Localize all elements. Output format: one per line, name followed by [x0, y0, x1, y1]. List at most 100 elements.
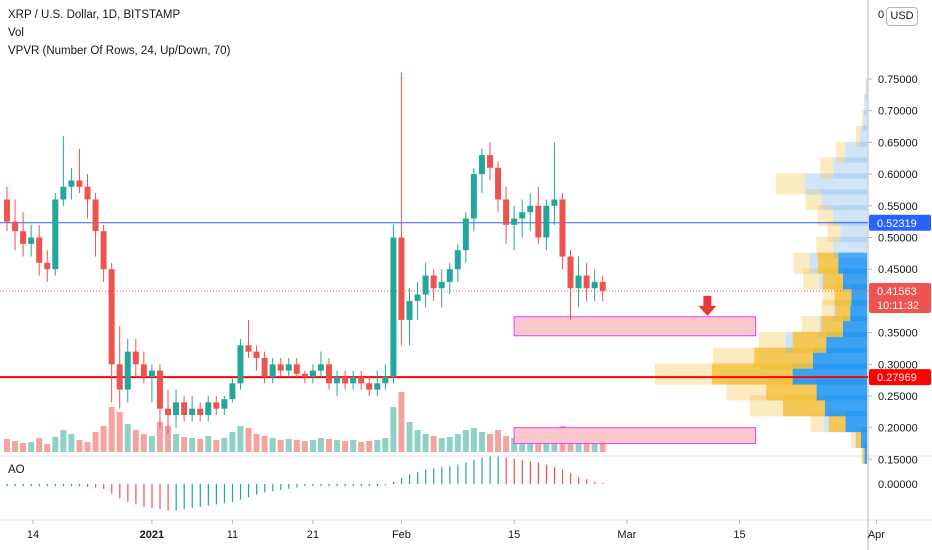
- axes: 0.75000 0.70000 0.65000 0.60000 0.55000 0.500…: [27, 9, 918, 541]
- volume-bar: [285, 439, 292, 452]
- time-tick-label: Feb: [392, 529, 411, 541]
- ao-bar: [481, 457, 483, 484]
- candle-body: [84, 186, 91, 200]
- ao-bar: [183, 484, 185, 510]
- volume-bar: [181, 437, 188, 452]
- horizontal-lines[interactable]: [0, 222, 868, 379]
- vpvr-row-down: [822, 268, 843, 290]
- price-tick-label: 0.25000: [878, 391, 918, 403]
- ao-bar: [215, 484, 217, 505]
- candle-body: [261, 357, 268, 377]
- ao-bar: [54, 484, 56, 487]
- candle-body: [495, 167, 502, 200]
- candle-body: [535, 205, 542, 238]
- ao-bar: [135, 484, 137, 505]
- candle-body: [245, 345, 252, 352]
- vpvr-row-bg-down: [821, 300, 834, 322]
- candle-body: [446, 269, 453, 282]
- candle-body: [583, 275, 590, 289]
- candle-body: [173, 402, 180, 416]
- vpvr-row-down: [862, 442, 865, 464]
- candle-body: [28, 237, 35, 244]
- ao-bar: [207, 484, 209, 506]
- candle-body: [229, 383, 236, 400]
- volume-bar: [60, 430, 67, 452]
- volume-bar: [511, 438, 518, 452]
- volume-bar: [213, 440, 220, 452]
- candle-body: [36, 237, 43, 263]
- volume-bar: [116, 412, 123, 452]
- price-tick-label: 0.20000: [878, 423, 918, 435]
- candle-body: [422, 275, 429, 295]
- candle-body: [12, 221, 19, 232]
- ao-bar: [489, 456, 491, 484]
- vpvr-row-bg: [833, 205, 867, 227]
- ao-bar: [400, 478, 403, 484]
- vpvr-row-bg-down: [805, 189, 822, 211]
- candle-body: [108, 269, 115, 365]
- price-tick-label: 0.55000: [878, 201, 918, 213]
- time-tick-label: Mar: [617, 529, 636, 541]
- vol-indicator-label[interactable]: Vol: [8, 27, 24, 39]
- vpvr-row-bg-down: [712, 347, 759, 369]
- vpvr-row-bg-down: [817, 205, 834, 227]
- price-tick-label: 0.75000: [878, 74, 918, 86]
- candle-body: [398, 237, 405, 320]
- candle-body: [374, 383, 381, 390]
- price-label-bg-last: [869, 282, 931, 313]
- ao-bar: [368, 484, 370, 487]
- ao-bar: [6, 484, 8, 487]
- volume-bar: [446, 437, 453, 452]
- volume-bar: [4, 439, 10, 452]
- price-label-last: 0.41563: [877, 286, 917, 298]
- vpvr-indicator-label[interactable]: VPVR (Number Of Rows, 24, Up/Down, 70): [8, 45, 231, 57]
- candle-body: [44, 262, 51, 270]
- candle-body: [221, 399, 228, 409]
- volume-bar: [36, 438, 43, 452]
- ao-bar: [272, 484, 274, 492]
- ao-bar: [392, 481, 395, 484]
- volume-bars: [4, 392, 606, 452]
- volume-bar: [229, 432, 236, 452]
- vpvr-row-bg-down: [827, 220, 841, 242]
- volume-bar: [269, 438, 276, 452]
- ao-indicator-label[interactable]: AO: [8, 464, 25, 476]
- candle-body: [140, 364, 147, 377]
- candle-body: [301, 373, 308, 377]
- volume-bar: [487, 434, 493, 452]
- symbol-title[interactable]: XRP / U.S. Dollar, 1D, BITSTAMP: [8, 9, 181, 21]
- candle-body: [285, 364, 292, 371]
- volume-bar: [470, 428, 477, 452]
- vpvr-row-bg: [865, 78, 867, 100]
- vpvr-row-bg-down: [820, 157, 834, 179]
- ao-bar: [497, 456, 499, 484]
- vpvr-row-up: [845, 411, 867, 433]
- volume-bar: [398, 392, 405, 452]
- ao-bar: [288, 484, 290, 489]
- candle-body: [503, 199, 510, 225]
- zones: [513, 295, 757, 445]
- candle-body: [414, 294, 421, 301]
- candle-body: [269, 364, 276, 377]
- volume-bar: [205, 436, 212, 452]
- ao-bar: [264, 484, 266, 493]
- vpvr-row-bg: [833, 157, 867, 179]
- ao-bar: [545, 464, 548, 484]
- ao-bar: [248, 484, 250, 498]
- ao-bar: [586, 479, 588, 484]
- ao-bar: [473, 460, 475, 484]
- ao-bar: [312, 484, 314, 487]
- vpvr-row-bg: [833, 236, 867, 258]
- ao-bar: [296, 484, 298, 488]
- currency-button[interactable]: USD: [886, 7, 918, 26]
- ao-bar: [38, 484, 40, 487]
- volume-bar: [76, 440, 83, 452]
- vpvr-row-up: [825, 395, 867, 417]
- ao-bar: [30, 484, 32, 487]
- ao-bar: [328, 484, 330, 487]
- ao-bar: [553, 467, 556, 484]
- price-tick-label-top: 0: [878, 9, 884, 21]
- candle-body: [148, 370, 155, 377]
- ao-bar: [384, 484, 387, 486]
